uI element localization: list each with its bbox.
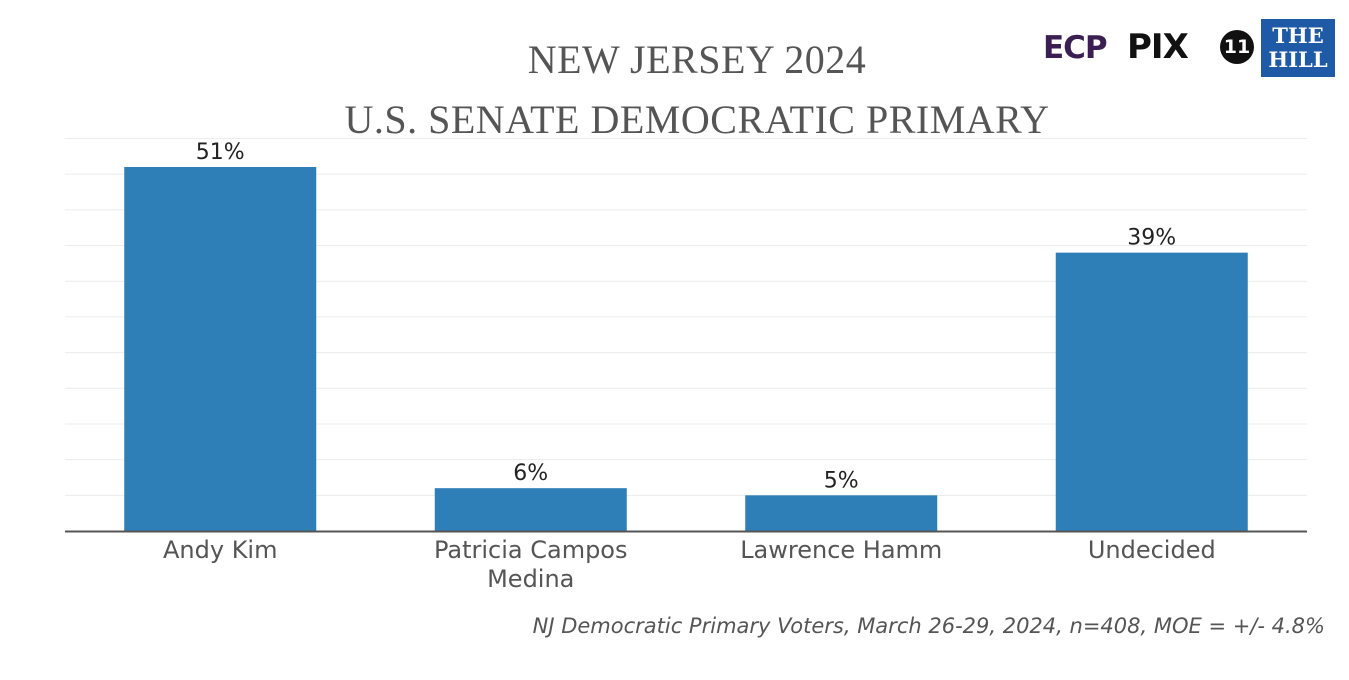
x-tick-label: Lawrence Hamm: [740, 536, 942, 564]
the-hill-logo: THE HILL: [1261, 19, 1335, 77]
bar: [434, 488, 627, 531]
bar: [745, 495, 938, 531]
data-label: 6%: [513, 461, 548, 486]
bar: [1055, 252, 1248, 531]
data-label: 51%: [196, 140, 245, 165]
x-tick-label: Medina: [487, 565, 574, 593]
x-tick-label: Andy Kim: [163, 536, 277, 564]
pix-logo: PIX: [1127, 27, 1189, 67]
data-label: 5%: [824, 468, 859, 493]
data-label: 39%: [1127, 226, 1176, 251]
chart-subtitle: U.S. SENATE DEMOCRATIC PRIMARY: [344, 97, 1050, 142]
source-note: NJ Democratic Primary Voters, March 26-2…: [532, 614, 1325, 638]
bar: [124, 167, 317, 531]
x-tick-label: Patricia Campos: [434, 536, 628, 564]
chart-title: NEW JERSEY 2024: [527, 37, 867, 82]
sponsor-logos: ECP PIX 11 THE HILL: [1043, 18, 1335, 78]
pix-11-logo: 11: [1220, 30, 1254, 64]
ecp-logo: ECP: [1043, 30, 1108, 66]
x-tick-label: Undecided: [1088, 536, 1216, 564]
